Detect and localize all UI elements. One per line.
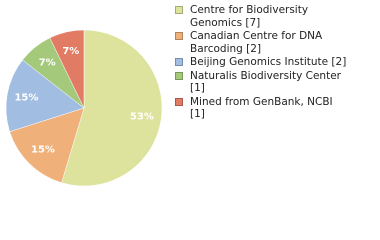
slice-label: 53%	[130, 111, 154, 122]
pie: 53% 15% 15% 7% 7%	[5, 29, 163, 187]
legend-swatch	[175, 97, 183, 106]
pie-slice	[5, 59, 85, 132]
legend-swatch	[175, 71, 183, 80]
slice-label: 7%	[39, 58, 56, 69]
legend-swatch	[175, 6, 183, 14]
legend-label: Naturalis Biodiversity Center [1]	[190, 69, 341, 95]
legend-swatch	[175, 58, 183, 66]
legend-swatch	[175, 32, 183, 40]
legend-item: Naturalis Biodiversity Center [1]	[175, 70, 347, 95]
legend-label: Centre for Biodiversity Genomics [7]	[190, 4, 309, 29]
legend-item: Beijing Genomics Institute [2]	[175, 56, 347, 69]
pie-slice	[49, 29, 85, 109]
slice-label: 7%	[62, 46, 79, 57]
legend-label: Beijing Genomics Institute [2]	[190, 56, 347, 68]
slice-label: 15%	[31, 145, 55, 156]
slice-label: 15%	[14, 93, 38, 104]
legend-label: Canadian Centre for DNA Barcoding [2]	[190, 30, 323, 55]
pie-slice	[61, 29, 163, 187]
legend-item: Centre for Biodiversity Genomics [7]	[175, 4, 347, 29]
legend: Centre for Biodiversity Genomics [7] Cana…	[175, 4, 347, 121]
legend-item: Mined from GenBank, NCBI [1]	[175, 96, 347, 121]
legend-item: Canadian Centre for DNA Barcoding [2]	[175, 30, 347, 55]
legend-label: Mined from GenBank, NCBI [1]	[190, 95, 333, 121]
pie-slice	[9, 107, 85, 184]
